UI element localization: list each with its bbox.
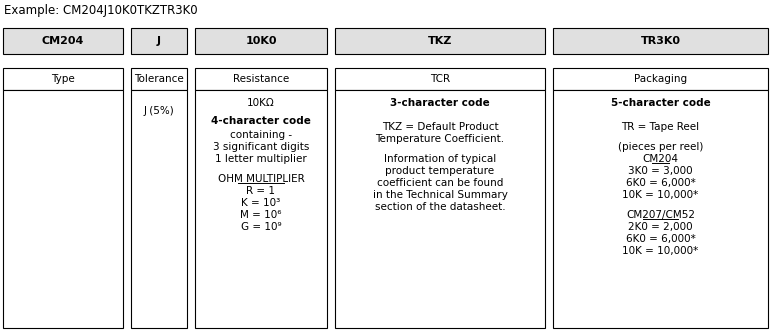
Bar	[131, 28, 187, 54]
Text: section of the datasheet.: section of the datasheet.	[374, 202, 506, 212]
Text: 3K0 = 3,000: 3K0 = 3,000	[628, 166, 692, 176]
Bar	[3, 28, 123, 54]
Text: CM204: CM204	[642, 154, 679, 164]
Text: in the Technical Summary: in the Technical Summary	[373, 190, 507, 200]
Bar	[335, 90, 545, 328]
Text: 10K0: 10K0	[245, 36, 276, 46]
Text: Tolerance: Tolerance	[134, 74, 184, 84]
Text: containing -: containing -	[230, 130, 292, 140]
Text: 6K0 = 6,000*: 6K0 = 6,000*	[625, 178, 696, 188]
Text: (pieces per reel): (pieces per reel)	[618, 142, 703, 152]
Text: 10K = 10,000*: 10K = 10,000*	[622, 190, 699, 200]
Bar	[553, 28, 768, 54]
Text: G = 10⁹: G = 10⁹	[241, 222, 281, 232]
Text: 4-character code: 4-character code	[211, 116, 311, 126]
Text: 5-character code: 5-character code	[611, 98, 710, 108]
Text: 2K0 = 2,000: 2K0 = 2,000	[628, 222, 692, 232]
Text: product temperature: product temperature	[385, 166, 495, 176]
Bar	[3, 68, 123, 90]
Bar	[131, 90, 187, 328]
Text: TCR: TCR	[430, 74, 450, 84]
Text: coefficient can be found: coefficient can be found	[377, 178, 503, 188]
Text: Resistance: Resistance	[233, 74, 290, 84]
Text: Packaging: Packaging	[634, 74, 687, 84]
Text: TR3K0: TR3K0	[641, 36, 680, 46]
Text: 6K0 = 6,000*: 6K0 = 6,000*	[625, 234, 696, 244]
Text: TKZ: TKZ	[428, 36, 452, 46]
Text: CM207/CM52: CM207/CM52	[626, 210, 695, 220]
Bar	[335, 68, 545, 90]
Text: CM204: CM204	[42, 36, 84, 46]
Text: Temperature Coefficient.: Temperature Coefficient.	[375, 134, 505, 144]
Text: 1 letter multiplier: 1 letter multiplier	[215, 154, 307, 164]
Text: M = 10⁶: M = 10⁶	[240, 210, 282, 220]
Bar	[553, 90, 768, 328]
Text: J (5%): J (5%)	[144, 106, 174, 116]
Text: Information of typical: Information of typical	[384, 154, 496, 164]
Text: R = 1: R = 1	[246, 186, 276, 196]
Text: Example: CM204J10K0TKZTR3K0: Example: CM204J10K0TKZTR3K0	[4, 4, 198, 17]
Bar	[195, 28, 327, 54]
Bar	[195, 90, 327, 328]
Text: 10K = 10,000*: 10K = 10,000*	[622, 246, 699, 256]
Text: J: J	[157, 36, 161, 46]
Bar	[335, 28, 545, 54]
Text: K = 10³: K = 10³	[242, 198, 281, 208]
Text: TR = Tape Reel: TR = Tape Reel	[621, 122, 699, 132]
Text: 3 significant digits: 3 significant digits	[213, 142, 310, 152]
Bar	[553, 68, 768, 90]
Bar	[3, 90, 123, 328]
Text: OHM MULTIPLIER: OHM MULTIPLIER	[218, 174, 304, 184]
Bar	[131, 68, 187, 90]
Text: Type: Type	[51, 74, 75, 84]
Text: 3-character code: 3-character code	[390, 98, 490, 108]
Text: 10KΩ: 10KΩ	[247, 98, 275, 108]
Bar	[195, 68, 327, 90]
Text: TKZ = Default Product: TKZ = Default Product	[381, 122, 498, 132]
